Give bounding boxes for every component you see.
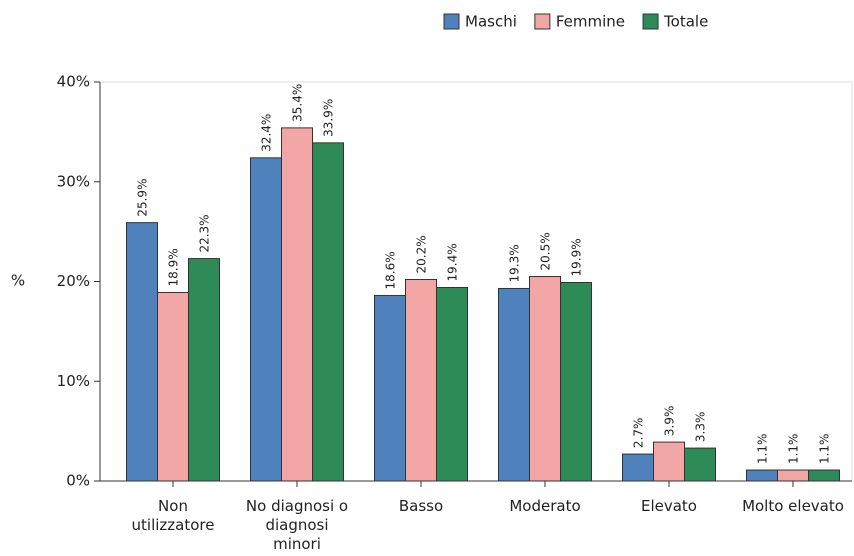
value-label: 25.9%	[136, 179, 150, 217]
x-tick-label: Moderato	[509, 497, 580, 515]
bar	[157, 291, 189, 482]
value-label: 3.3%	[694, 412, 708, 443]
bar	[281, 127, 313, 482]
y-tick-label: 0%	[66, 472, 90, 490]
value-label: 2.7%	[632, 418, 646, 449]
value-label: 33.9%	[322, 99, 336, 137]
legend-label: Totale	[663, 13, 708, 31]
bar	[653, 441, 685, 482]
value-label: 22.3%	[198, 214, 212, 252]
y-axis-label: %	[11, 272, 25, 290]
value-label: 1.1%	[756, 434, 770, 465]
value-label: 19.3%	[508, 244, 522, 282]
legend-label: Maschi	[465, 13, 517, 31]
value-label: 1.1%	[818, 434, 832, 465]
value-label: 19.4%	[446, 243, 460, 281]
y-tick-label: 20%	[57, 272, 90, 290]
bar	[126, 222, 158, 482]
value-label: 20.2%	[415, 235, 429, 273]
bar	[622, 453, 654, 482]
bar	[684, 447, 716, 482]
value-label: 3.9%	[663, 406, 677, 437]
bar	[188, 258, 220, 482]
x-tick-label: Basso	[399, 497, 443, 515]
x-tick-label: Non utilizzatore	[132, 497, 215, 534]
value-label: 20.5%	[539, 232, 553, 270]
legend-label: Femmine	[556, 13, 625, 31]
bar	[498, 287, 530, 482]
bar	[250, 157, 282, 482]
legend-swatch	[534, 13, 551, 30]
legend-swatch	[443, 13, 460, 30]
legend-swatch	[642, 13, 659, 30]
x-tick-label: No diagnosi o diagnosi minori	[246, 497, 348, 553]
bar	[560, 281, 592, 482]
value-label: 18.9%	[167, 248, 181, 286]
bar	[374, 294, 406, 482]
bar	[529, 276, 561, 482]
bar	[808, 469, 840, 482]
y-tick-label: 40%	[57, 73, 90, 91]
y-tick-label: 30%	[57, 172, 90, 190]
value-label: 18.6%	[384, 251, 398, 289]
value-label: 1.1%	[787, 434, 801, 465]
y-tick-label: 10%	[57, 372, 90, 390]
bar	[312, 142, 344, 482]
value-label: 19.9%	[570, 238, 584, 276]
bar	[777, 469, 809, 482]
x-tick-label: Molto elevato	[742, 497, 844, 515]
value-label: 35.4%	[291, 84, 305, 122]
bar	[436, 286, 468, 482]
x-tick-label: Elevato	[641, 497, 697, 515]
bar	[405, 279, 437, 482]
bar	[746, 469, 778, 482]
value-label: 32.4%	[260, 114, 274, 152]
